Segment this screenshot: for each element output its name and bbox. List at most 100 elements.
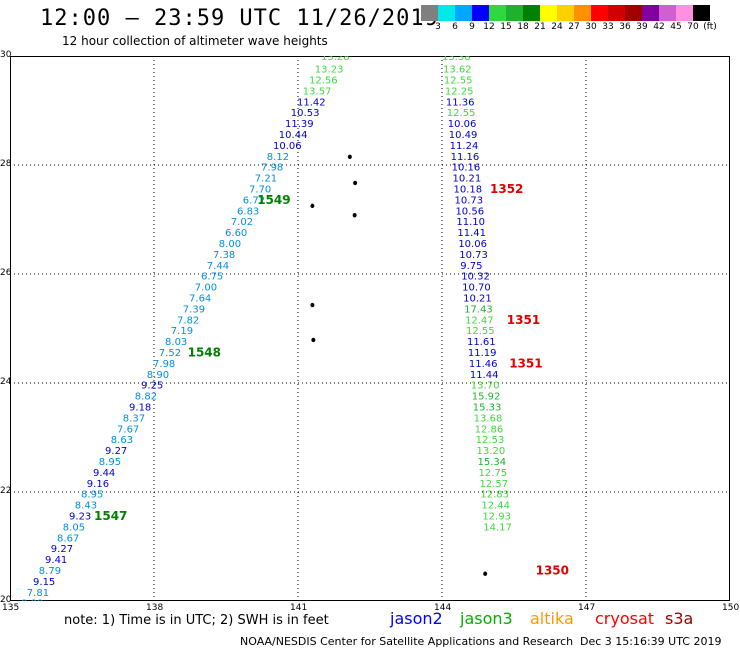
wave-height-label: 15.92 (472, 392, 501, 403)
wave-height-label: 9.27 (105, 446, 127, 457)
wave-height-label: 13.68 (474, 413, 503, 424)
island-marker (311, 337, 316, 343)
legend-swatch (625, 5, 642, 21)
legend-label: (ft) (703, 22, 717, 32)
wave-height-label: 7.81 (27, 588, 49, 599)
legend-label: 9 (469, 22, 475, 32)
wave-height-label: 13.62 (443, 65, 472, 76)
wave-height-label: 7.98 (261, 163, 283, 174)
wave-height-label: 9.25 (141, 381, 163, 392)
legend-swatch (489, 5, 506, 21)
wave-height-label: 10.70 (462, 283, 491, 294)
wave-height-label: 12.86 (475, 424, 504, 435)
legend-label: 27 (568, 22, 580, 32)
y-tick-label: 30 (0, 50, 12, 60)
wave-height-label: 8.43 (75, 501, 97, 512)
wave-height-label: 7.44 (207, 261, 229, 272)
legend-label: 12 (483, 22, 495, 32)
wave-height-label: 8.82 (135, 392, 157, 403)
wave-height-label: 7.82 (177, 315, 199, 326)
legend-label: 18 (517, 22, 529, 32)
wave-height-label: 8.67 (57, 533, 79, 544)
wave-height-label: 11.41 (457, 228, 486, 239)
legend-swatch (540, 5, 557, 21)
wave-height-label: 12.55 (466, 326, 495, 337)
wave-height-label: 13.57 (303, 86, 332, 97)
wave-height-label: 12.57 (479, 479, 508, 490)
island-marker (310, 302, 315, 308)
pass-time-label: 1352 (490, 182, 523, 196)
wave-height-label: 12.47 (465, 315, 494, 326)
wave-height-label: 7.52 (159, 348, 181, 359)
x-tick-label: 147 (578, 603, 596, 613)
wave-height-label: 7.64 (189, 294, 211, 305)
legend-swatch (421, 5, 438, 21)
island-marker (483, 571, 488, 576)
legend-label: 33 (602, 22, 614, 32)
wave-height-label: 11.19 (468, 348, 497, 359)
legend-swatch (455, 5, 472, 21)
timestamp-text: Dec 3 15:16:39 UTC 2019 (580, 635, 722, 648)
wave-height-label: 8.95 (81, 490, 103, 501)
wave-height-label: 10.73 (454, 195, 483, 206)
wave-height-label: 10.56 (455, 206, 484, 217)
legend-label: 6 (452, 22, 458, 32)
wave-height-label: 6.83 (237, 206, 259, 217)
wave-height-label: 9.44 (93, 468, 115, 479)
island-marker (310, 203, 315, 209)
wave-height-label: 8.63 (111, 435, 133, 446)
legend-swatch (557, 5, 574, 21)
legend-swatch (472, 5, 489, 21)
wave-height-label: 7.98 (153, 359, 175, 370)
wave-height-label: 8.00 (219, 239, 241, 250)
pass-time-label: 1351 (509, 356, 542, 370)
y-tick-label: 20 (0, 595, 12, 605)
wave-height-label: 8.03 (165, 337, 187, 348)
wave-height-label: 7.67 (117, 424, 139, 435)
wave-height-label: 11.42 (297, 97, 326, 108)
wave-height-label: 7.19 (171, 326, 193, 337)
wave-height-map: 13.28 13.2312.5613.5711.4210.5311.3910.44… (10, 56, 730, 601)
pass-time-label: 1547 (94, 509, 127, 523)
wave-height-label: 12.56 (309, 76, 338, 87)
wave-height-label: 9.16 (87, 479, 109, 490)
satellite-label-cryosat: cryosat (595, 609, 655, 628)
legend-swatch (591, 5, 608, 21)
wave-height-label: 7.38 (213, 250, 235, 261)
legend-swatch (438, 5, 455, 21)
legend-swatch (676, 5, 693, 21)
wave-height-label: 8.12 (267, 152, 289, 163)
wave-height-label: 14.17 (483, 522, 512, 533)
wave-height-label: 11.24 (450, 141, 479, 152)
wave-height-label: 10.21 (453, 174, 482, 185)
wave-height-label: 10.73 (459, 250, 488, 261)
y-tick-label: 26 (0, 268, 12, 278)
wave-height-label: 15.33 (473, 403, 502, 414)
x-tick-label: 138 (146, 603, 164, 613)
wave-height-label: 12.93 (482, 512, 511, 523)
wave-height-label: 12.55 (444, 76, 473, 87)
wave-height-label: 12.83 (480, 490, 509, 501)
satellite-label-jason3: jason3 (460, 609, 513, 628)
y-tick-label: 22 (0, 486, 12, 496)
wave-height-label: 13.20 (477, 446, 506, 457)
wave-height-label: 6.75 (201, 272, 223, 283)
legend-label: 15 (500, 22, 512, 32)
island-marker (352, 212, 357, 218)
wave-height-label: 11.10 (456, 217, 485, 228)
wave-height-label: 10.06 (273, 141, 302, 152)
page-title: 12:00 – 23:59 UTC 11/26/2019 (40, 6, 439, 31)
satellite-label-s3a: s3a (665, 609, 694, 628)
wave-height-label: 10.32 (461, 272, 490, 283)
wave-height-label: 10.21 (463, 294, 492, 305)
wave-height-label: 15.34 (478, 457, 507, 468)
legend-swatch (642, 5, 659, 21)
footer-note: note: 1) Time is in UTC; 2) SWH is in fe… (64, 613, 329, 628)
wave-height-label: 12.44 (481, 501, 510, 512)
wave-height-label: 9.18 (129, 403, 151, 414)
legend-swatch (506, 5, 523, 21)
wave-height-label: 13.28 (321, 56, 350, 63)
legend-label: 30 (585, 22, 597, 32)
wave-height-label: 10.49 (449, 130, 478, 141)
wave-height-label: 8.90 (147, 370, 169, 381)
